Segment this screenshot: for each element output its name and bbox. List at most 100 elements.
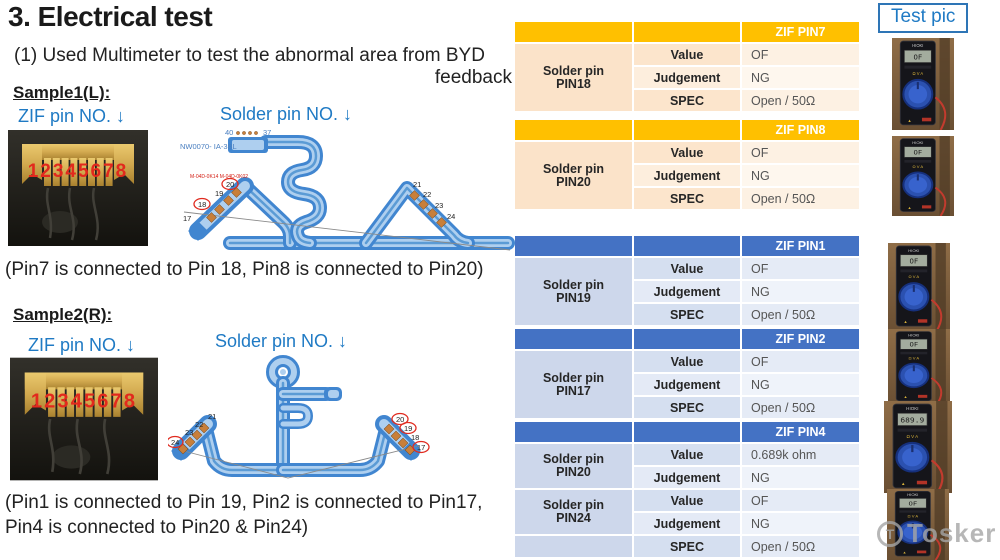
svg-text:HIOKI: HIOKI: [906, 406, 918, 411]
table-header-cell: ZIF PIN8: [742, 120, 859, 140]
multimeter-reading: OF: [909, 257, 918, 266]
svg-text:22: 22: [423, 190, 431, 199]
field-value-cell: NG: [742, 165, 859, 186]
sample1-heading: Sample1(L):: [13, 83, 111, 102]
svg-text:▲: ▲: [903, 551, 907, 554]
svg-text:HIOKI: HIOKI: [907, 494, 918, 497]
field-name-cell: Judgement: [634, 513, 740, 534]
probe-wire: [934, 186, 947, 216]
zif-table-zif-pin1: ZIF PIN1 Solder pin PIN19 Value OF Judgement…: [515, 236, 859, 325]
multimeter-reading: OF: [909, 341, 918, 348]
multimeter-reading: OF: [908, 500, 917, 507]
header-spacer-cell: [634, 329, 740, 349]
zif-table-zif-pin8: ZIF PIN8 Solder pin PIN20 Value OF Judgement…: [515, 120, 859, 209]
multimeter-lcd: [900, 338, 928, 350]
field-name-cell: Value: [634, 490, 740, 511]
field-value-cell: Open / 50Ω: [742, 397, 859, 418]
sample1-zif-pin-numbers: 12345678: [28, 161, 129, 182]
field-name-cell: Judgement: [634, 467, 740, 488]
header-spacer-cell: [515, 236, 632, 256]
test-pic-label: Test pic: [878, 3, 969, 33]
multimeter-lcd: [904, 49, 932, 63]
zif-connector-teeth: [48, 387, 121, 417]
svg-text:▲: ▲: [904, 396, 908, 400]
svg-text:18: 18: [411, 433, 419, 442]
svg-text:20: 20: [396, 415, 404, 424]
zif-table-zif-pin2: ZIF PIN2 Solder pin PIN17 Value OF Judgement…: [515, 329, 859, 418]
field-name-cell: Judgement: [634, 374, 740, 395]
svg-text:Ω V A: Ω V A: [909, 357, 920, 361]
zif-connector-teeth: [44, 158, 113, 186]
top-pin-40: 40: [225, 128, 233, 137]
field-name-cell: Value: [634, 258, 740, 279]
field-name-cell: SPEC: [634, 397, 740, 418]
sample2-solder-diagram: 21 22 23 24 20 19 18 17: [168, 355, 430, 479]
probe-wire: [930, 298, 943, 331]
svg-text:▲: ▲: [904, 319, 908, 324]
zif-connector-right-wing: [114, 144, 134, 184]
field-name-cell: Judgement: [634, 67, 740, 88]
svg-text:24: 24: [447, 212, 455, 221]
multimeter-photo: HIOKI 689.9 Ω V A ▲: [884, 401, 952, 493]
field-name-cell: SPEC: [634, 90, 740, 111]
multimeter-lcd: [899, 498, 927, 509]
sample2-right-pads: 20 19 18 17: [383, 412, 430, 456]
probe-wire: [929, 534, 942, 560]
table-header-cell: ZIF PIN4: [742, 422, 859, 442]
intro-line-2: feedback: [434, 67, 512, 88]
sample2-solder-pin-label: Solder pin NO. ↓: [215, 331, 348, 351]
svg-text:20: 20: [226, 180, 234, 189]
field-value-cell: Open / 50Ω: [742, 188, 859, 209]
header-spacer-cell: [515, 22, 632, 42]
sample1-zif-photo: 12345678: [8, 130, 148, 246]
svg-text:▲: ▲: [908, 118, 912, 123]
sample2-note: (Pin1 is connected to Pin 19, Pin2 is co…: [5, 490, 482, 540]
field-value-cell: Open / 50Ω: [742, 536, 859, 557]
svg-text:Ω V A: Ω V A: [913, 165, 924, 169]
watermark-logo-icon: T: [877, 520, 903, 547]
sample2-note-line-1: (Pin1 is connected to Pin 19, Pin2 is co…: [5, 492, 483, 513]
intro-text: (1) Used Multimeter to test the abnormal…: [14, 45, 512, 89]
field-value-cell: NG: [742, 374, 859, 395]
diagram-part-number: NW0070- IA-3BL: [180, 142, 237, 151]
field-name-cell: SPEC: [634, 188, 740, 209]
row-label-cell: Solder pin PIN20: [515, 444, 632, 488]
svg-text:HIOKI: HIOKI: [912, 141, 923, 145]
watermark-text: Tosker: [907, 518, 997, 548]
svg-text:HIOKI: HIOKI: [912, 43, 923, 48]
sample1-right-pads: 21 22 23 24: [409, 180, 455, 228]
multimeter-photo: HIOKI OF Ω V A ▲: [892, 38, 954, 130]
zif-connector-bar: [22, 144, 134, 160]
multimeter-photo: HIOKI OF Ω V A ▲: [888, 243, 950, 331]
row-label-cell: Solder pin PIN19: [515, 258, 632, 325]
field-value-cell: OF: [742, 258, 859, 279]
svg-text:Ω V A: Ω V A: [912, 71, 923, 76]
header-spacer-cell: [515, 329, 632, 349]
sample1-note: (Pin7 is connected to Pin 18, Pin8 is co…: [5, 259, 484, 280]
svg-text:Ω V A: Ω V A: [909, 274, 920, 279]
svg-text:24: 24: [171, 438, 179, 447]
header-spacer-cell: [515, 422, 632, 442]
field-name-cell: Value: [634, 142, 740, 163]
multimeter-photo: HIOKI OF Ω V A ▲: [887, 489, 949, 560]
svg-text:23: 23: [435, 201, 443, 210]
svg-text:19: 19: [215, 189, 223, 198]
top-pin-37: 37: [263, 128, 271, 137]
multimeter-photo: HIOKI OF Ω V A ▲: [892, 136, 954, 216]
zif-table-zif-pin4: ZIF PIN4 Solder pin PIN20 Value 0.689k ohm J…: [515, 422, 859, 557]
field-name-cell: Judgement: [634, 165, 740, 186]
diagram-red-note: M-04D-0K14 M-04D-0K02: [190, 174, 248, 180]
field-value-cell: OF: [742, 490, 859, 511]
sample2-heading: Sample2(R):: [13, 305, 113, 324]
multimeter-lcd: [904, 146, 932, 158]
multimeter-reading: 689.9: [900, 416, 924, 425]
row-label-cell: Solder pin PIN18: [515, 44, 632, 111]
svg-text:21: 21: [208, 412, 216, 421]
svg-text:18: 18: [198, 200, 206, 209]
svg-text:23: 23: [185, 428, 193, 437]
table-header-cell: ZIF PIN1: [742, 236, 859, 256]
svg-text:HIOKI: HIOKI: [908, 334, 919, 338]
row-label-cell: Solder pin PIN17: [515, 351, 632, 418]
svg-text:21: 21: [413, 180, 421, 189]
